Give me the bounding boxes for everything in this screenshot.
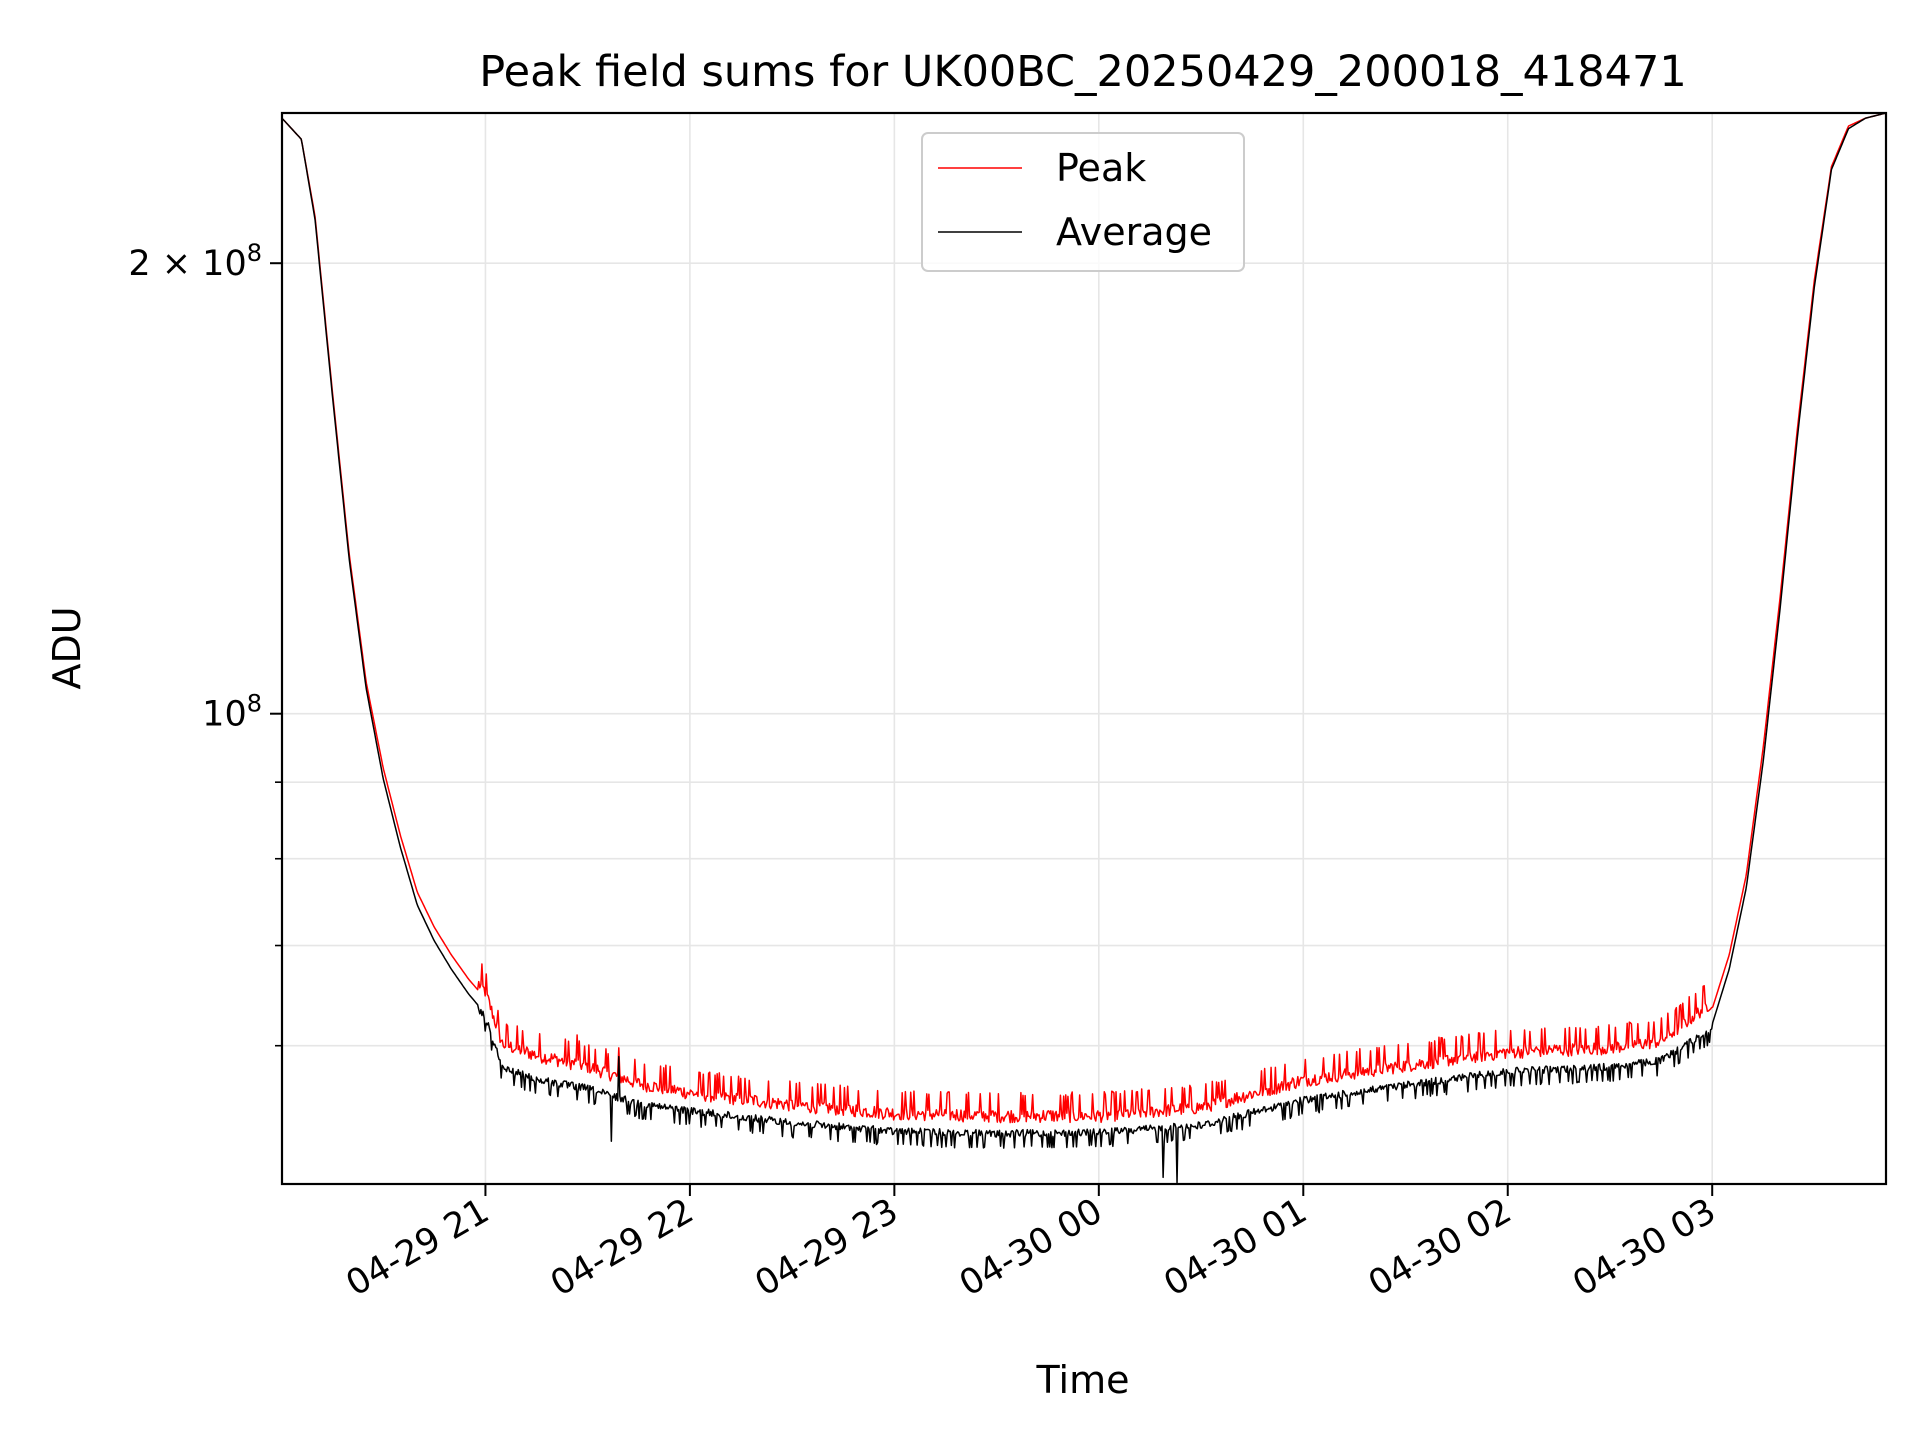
x-axis-label: Time [1036,1358,1130,1402]
y-tick-label: 2 × 108 [128,239,262,284]
chart-title: Peak field sums for UK00BC_20250429_2000… [479,47,1686,97]
legend-label-peak: Peak [1056,146,1146,190]
legend-label-average: Average [1056,210,1212,254]
y-axis-label: ADU [45,606,89,689]
legend: Peak Average [922,133,1244,271]
